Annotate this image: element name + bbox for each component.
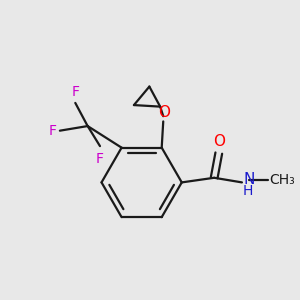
Text: N: N: [244, 172, 255, 187]
Text: CH₃: CH₃: [270, 173, 296, 187]
Text: F: F: [71, 85, 79, 99]
Text: H: H: [243, 184, 253, 198]
Text: O: O: [158, 105, 170, 120]
Text: O: O: [213, 134, 225, 149]
Text: F: F: [96, 152, 104, 166]
Text: F: F: [49, 124, 57, 138]
